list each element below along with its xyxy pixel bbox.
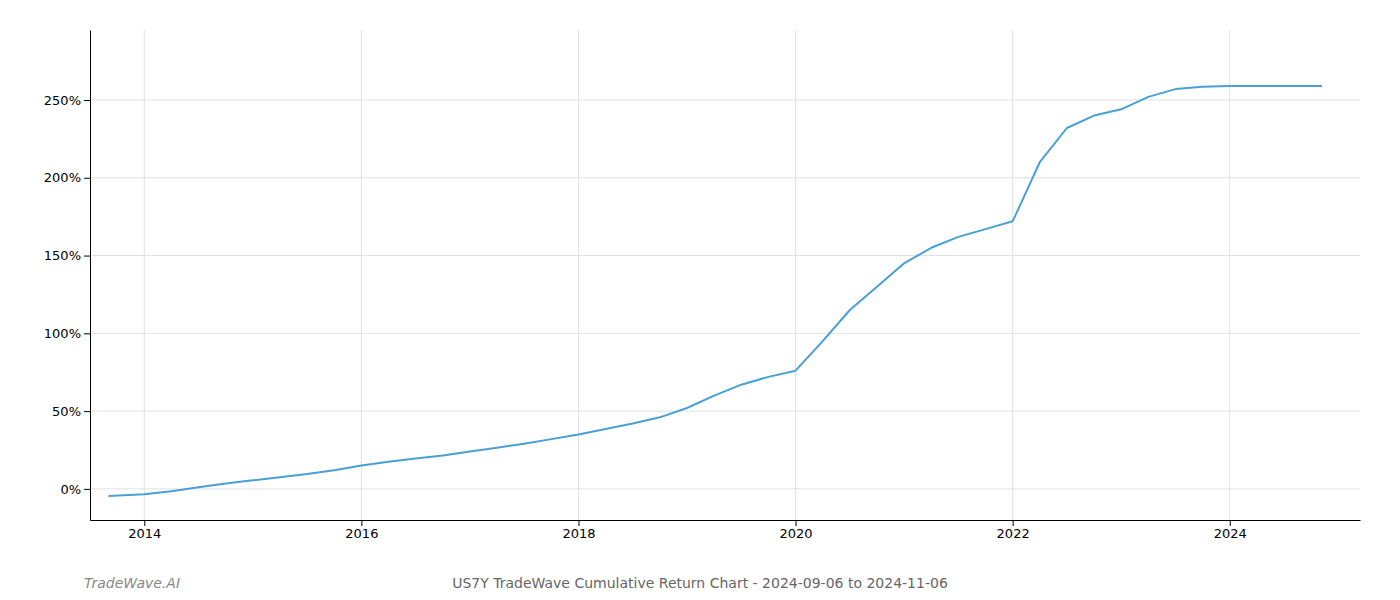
tick: 200% (44, 170, 90, 185)
axis-line (90, 31, 91, 521)
axis-line (91, 520, 1361, 521)
grid-line (90, 100, 1360, 101)
grid-line (578, 30, 579, 520)
tick: 2014 (128, 520, 161, 541)
grid-line (144, 30, 145, 520)
grid-line (90, 411, 1360, 412)
tick-mark (84, 256, 90, 257)
tick: 50% (52, 404, 90, 419)
tick-mark (796, 520, 797, 526)
tick-mark (578, 520, 579, 526)
tick-label: 200% (44, 170, 81, 185)
tick-mark (144, 520, 145, 526)
tick-label: 100% (44, 326, 81, 341)
marks (108, 86, 1322, 496)
tick-mark (1013, 520, 1014, 526)
tick-label: 0% (60, 482, 81, 497)
tick: 2024 (1214, 520, 1247, 541)
grid-line (795, 30, 796, 520)
tick: 2018 (562, 520, 595, 541)
background (0, 0, 1400, 600)
grid (90, 30, 1360, 520)
plot: 2014 2016 2018 2020 2022 2024 0% 50% 100% 150% 200… (44, 30, 1361, 541)
tick-label: 2022 (997, 526, 1030, 541)
tick-mark (84, 333, 90, 334)
grid-line (90, 177, 1360, 178)
grid-line (361, 30, 362, 520)
tick-label: 250% (44, 93, 81, 108)
tick-label: 2024 (1214, 526, 1247, 541)
tick: 2022 (997, 520, 1030, 541)
tick-mark (361, 520, 362, 526)
tick: 2020 (780, 520, 813, 541)
tick-label: 150% (44, 248, 81, 263)
chart: 2014 2016 2018 2020 2022 2024 0% 50% 100% 150% 200… (0, 0, 1400, 600)
tick-mark (84, 100, 90, 101)
tick-label: 2016 (345, 526, 378, 541)
grid-line (90, 255, 1360, 256)
grid-line (90, 333, 1360, 334)
tick-label: 50% (52, 404, 81, 419)
title: US7Y TradeWave Cumulative Return Chart -… (452, 575, 948, 591)
grid-line (1012, 30, 1013, 520)
tick: 250% (44, 93, 90, 108)
x-axis: 2014 2016 2018 2020 2022 2024 (91, 520, 1361, 541)
grid-line (90, 488, 1360, 489)
tick: 2016 (345, 520, 378, 541)
tick-mark (84, 411, 90, 412)
tick-label: 2020 (780, 526, 813, 541)
watermark: TradeWave.AI (84, 575, 180, 591)
tick-label: 2014 (128, 526, 161, 541)
grid-line (1229, 30, 1230, 520)
y-axis: 0% 50% 100% 150% 200% 250% (44, 31, 91, 521)
tick-mark (84, 178, 90, 179)
tick-mark (1230, 520, 1231, 526)
tick: 0% (60, 482, 90, 497)
line (108, 86, 1322, 496)
tick-mark (84, 489, 90, 490)
tick-label: 2018 (562, 526, 595, 541)
tick: 100% (44, 326, 90, 341)
tick: 150% (44, 248, 90, 263)
